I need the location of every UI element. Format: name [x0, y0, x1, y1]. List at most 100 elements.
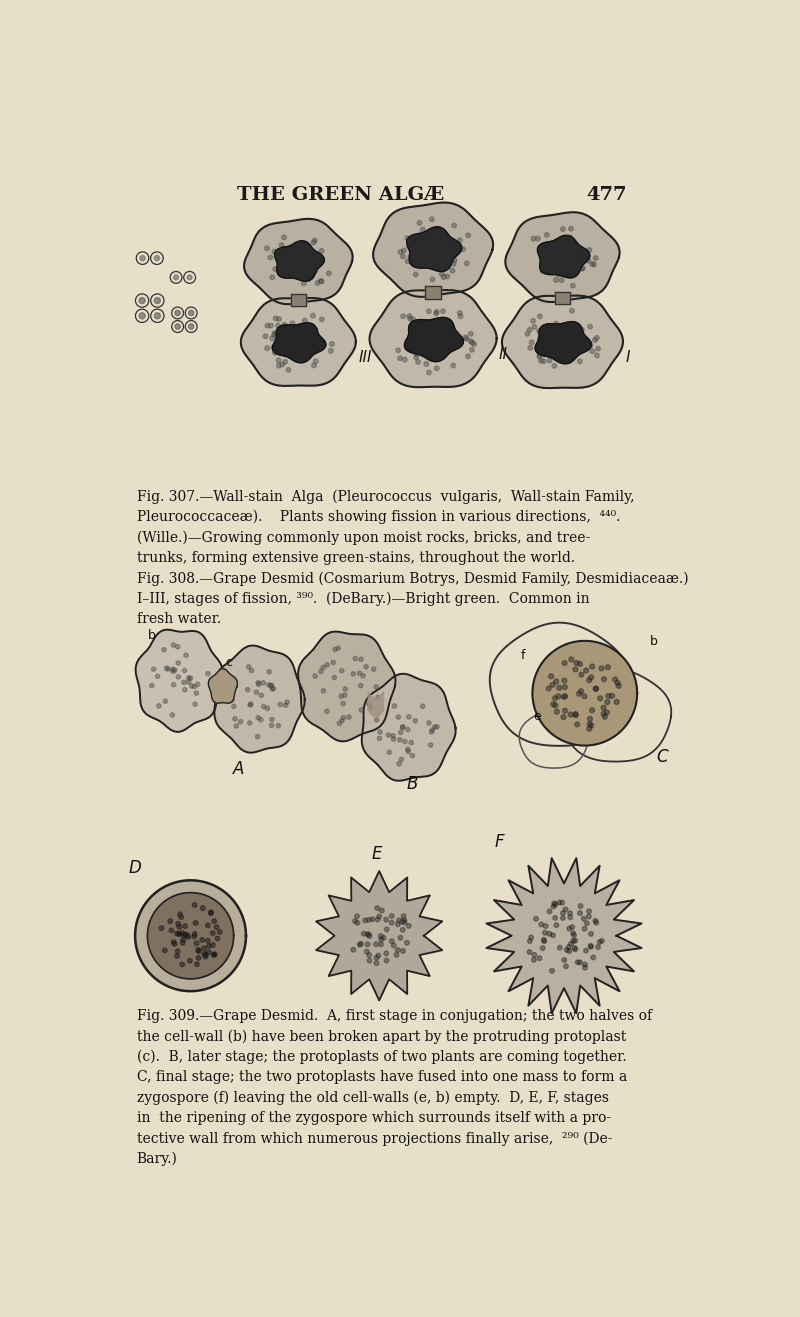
- Circle shape: [286, 270, 291, 275]
- Circle shape: [551, 265, 555, 270]
- Circle shape: [601, 711, 606, 716]
- Circle shape: [289, 246, 293, 252]
- Text: III: III: [358, 350, 372, 365]
- Circle shape: [331, 660, 335, 665]
- Circle shape: [358, 672, 362, 676]
- Circle shape: [554, 710, 559, 714]
- Circle shape: [417, 220, 422, 225]
- Circle shape: [203, 955, 208, 959]
- Circle shape: [194, 921, 198, 926]
- Circle shape: [582, 917, 586, 921]
- Circle shape: [559, 278, 564, 282]
- Circle shape: [590, 707, 594, 712]
- Circle shape: [414, 273, 418, 277]
- Polygon shape: [274, 241, 324, 282]
- Circle shape: [561, 911, 566, 915]
- Circle shape: [171, 682, 176, 687]
- Circle shape: [298, 269, 302, 274]
- Circle shape: [376, 954, 381, 957]
- Circle shape: [214, 925, 219, 930]
- Circle shape: [162, 948, 167, 952]
- Circle shape: [396, 348, 401, 353]
- Circle shape: [556, 261, 561, 265]
- Circle shape: [270, 336, 274, 341]
- Circle shape: [192, 685, 197, 689]
- Circle shape: [542, 938, 546, 942]
- Circle shape: [528, 345, 533, 350]
- Circle shape: [442, 275, 446, 279]
- Circle shape: [200, 938, 205, 942]
- Circle shape: [555, 327, 560, 331]
- Circle shape: [289, 257, 294, 261]
- Circle shape: [206, 672, 210, 676]
- Circle shape: [562, 709, 567, 712]
- Circle shape: [165, 666, 169, 670]
- Polygon shape: [533, 641, 637, 745]
- Circle shape: [606, 694, 611, 698]
- Circle shape: [556, 333, 560, 338]
- Circle shape: [291, 273, 296, 277]
- Circle shape: [365, 950, 369, 954]
- Circle shape: [378, 942, 383, 947]
- Circle shape: [408, 254, 413, 258]
- Circle shape: [550, 682, 555, 687]
- Circle shape: [186, 935, 190, 939]
- Circle shape: [313, 328, 318, 332]
- Circle shape: [192, 934, 197, 939]
- Circle shape: [594, 686, 598, 691]
- Circle shape: [472, 341, 476, 346]
- Circle shape: [446, 240, 450, 244]
- Circle shape: [273, 267, 278, 271]
- Circle shape: [277, 316, 282, 321]
- Circle shape: [558, 255, 562, 259]
- Circle shape: [176, 674, 181, 680]
- Circle shape: [238, 719, 242, 724]
- Circle shape: [586, 678, 592, 682]
- Polygon shape: [502, 295, 623, 389]
- Circle shape: [578, 661, 582, 666]
- Circle shape: [269, 684, 273, 687]
- Circle shape: [384, 951, 389, 956]
- Circle shape: [325, 709, 329, 714]
- Circle shape: [322, 689, 326, 693]
- Circle shape: [298, 327, 302, 331]
- Circle shape: [311, 332, 316, 337]
- Circle shape: [544, 254, 549, 258]
- Circle shape: [195, 682, 200, 686]
- Circle shape: [531, 957, 536, 963]
- Circle shape: [604, 710, 610, 715]
- Polygon shape: [214, 645, 305, 752]
- Polygon shape: [506, 212, 619, 302]
- Circle shape: [283, 703, 288, 707]
- Circle shape: [553, 915, 558, 921]
- Circle shape: [577, 691, 582, 697]
- Circle shape: [562, 661, 567, 665]
- Circle shape: [578, 689, 583, 694]
- Circle shape: [588, 342, 593, 348]
- Circle shape: [579, 672, 584, 677]
- Circle shape: [139, 312, 145, 319]
- Circle shape: [426, 309, 431, 313]
- Circle shape: [613, 677, 618, 682]
- Circle shape: [290, 338, 295, 344]
- Circle shape: [174, 275, 178, 279]
- Circle shape: [395, 948, 400, 952]
- Circle shape: [182, 668, 186, 673]
- Circle shape: [398, 738, 402, 741]
- Circle shape: [599, 666, 604, 670]
- Circle shape: [449, 250, 454, 255]
- Circle shape: [336, 647, 340, 651]
- Circle shape: [377, 914, 382, 919]
- Circle shape: [590, 664, 594, 669]
- Circle shape: [414, 352, 419, 357]
- Circle shape: [565, 948, 569, 952]
- Circle shape: [585, 921, 589, 926]
- Circle shape: [250, 669, 254, 673]
- Circle shape: [465, 261, 469, 266]
- Circle shape: [177, 931, 182, 936]
- Circle shape: [266, 682, 271, 687]
- Circle shape: [265, 324, 270, 328]
- Circle shape: [407, 240, 412, 244]
- Circle shape: [558, 946, 562, 950]
- Circle shape: [578, 255, 582, 259]
